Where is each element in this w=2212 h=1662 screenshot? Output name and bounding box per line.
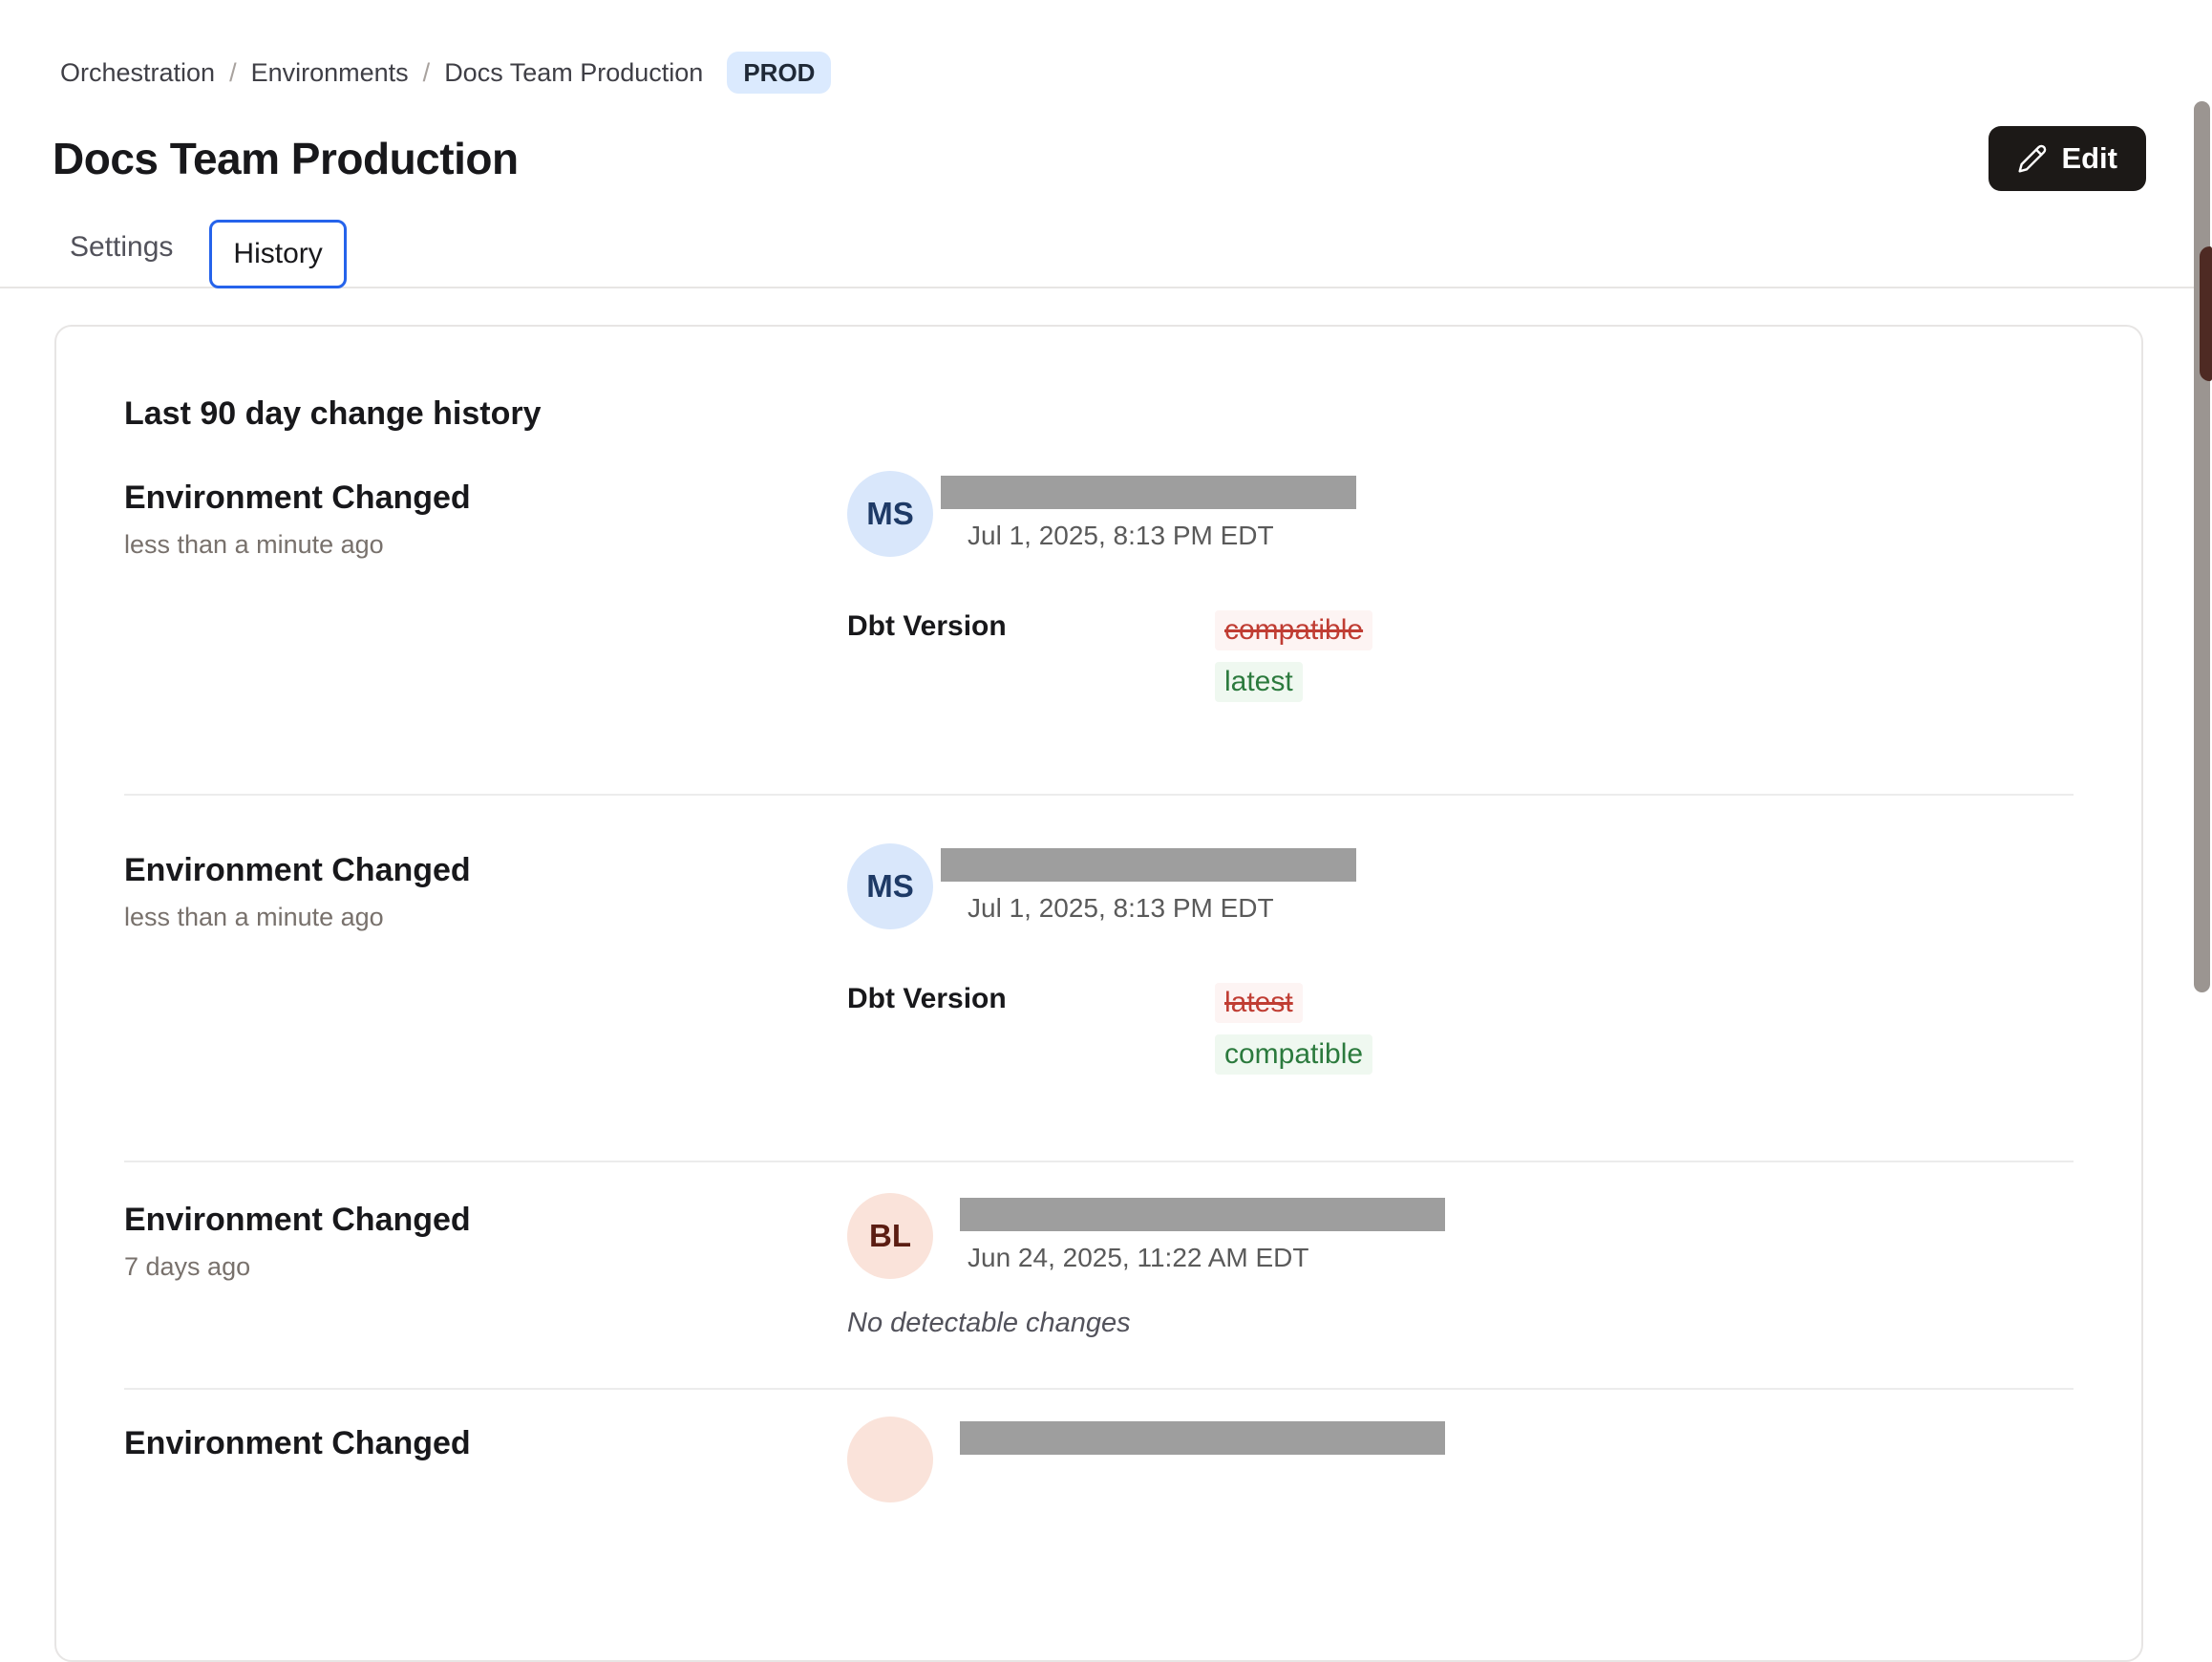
entry-user-row: BL Jun 24, 2025, 11:22 AM EDT [847,1193,2074,1279]
entry-summary: Environment Changed [124,1424,847,1462]
scrollbar-accent-thumb[interactable] [2200,246,2212,381]
entry-title: Environment Changed [124,852,471,888]
history-entry: Environment Changed less than a minute a… [124,471,2074,794]
page-title: Docs Team Production [53,134,519,183]
entry-timestamp: Jul 1, 2025, 8:13 PM EDT [968,893,1274,923]
entry-title: Environment Changed [124,1202,471,1238]
edit-button[interactable]: Edit [1989,126,2146,191]
entry-title: Environment Changed [124,1425,471,1461]
avatar: MS [847,471,933,557]
history-entry: Environment Changed 7 days ago BL Jun 24… [124,1161,2074,1388]
avatar-initials: BL [869,1218,911,1253]
entry-detail: MS Jul 1, 2025, 8:13 PM EDT Dbt Version … [847,843,2074,1075]
pencil-icon [2018,144,2047,173]
tab-bar: Settings History [0,216,2212,288]
tab-history[interactable]: History [209,220,347,288]
change-new-value: compatible [1215,1034,1373,1075]
breadcrumb-separator: / [422,57,431,87]
entry-user-row [847,1417,2074,1502]
avatar-initials: MS [866,496,914,531]
entry-user-row: MS Jul 1, 2025, 8:13 PM EDT [847,843,2074,929]
entry-detail [847,1417,2074,1502]
breadcrumb-item-orchestration[interactable]: Orchestration [60,57,216,87]
entry-time-ago: less than a minute ago [124,530,384,559]
entry-time-ago: less than a minute ago [124,903,384,931]
redacted-user-name [960,1198,1445,1231]
redacted-user-name [941,848,1356,882]
avatar: MS [847,843,933,929]
change-row: Dbt Version latest compatible [847,983,2074,1075]
history-entry: Environment Changed [124,1388,2074,1502]
entry-detail: BL Jun 24, 2025, 11:22 AM EDT No detecta… [847,1193,2074,1339]
breadcrumb-separator: / [229,57,237,87]
redacted-user-name [960,1421,1445,1455]
history-panel: Last 90 day change history Environment C… [54,325,2143,1662]
entry-timestamp: Jul 1, 2025, 8:13 PM EDT [968,521,1274,550]
entry-detail: MS Jul 1, 2025, 8:13 PM EDT Dbt Version … [847,471,2074,702]
breadcrumb-item-current-environment[interactable]: Docs Team Production [444,57,704,87]
entry-timestamp: Jun 24, 2025, 11:22 AM EDT [968,1243,1309,1272]
prod-badge: PROD [727,52,832,94]
avatar-initials: MS [866,868,914,904]
entry-user-row: MS Jul 1, 2025, 8:13 PM EDT [847,471,2074,557]
change-row: Dbt Version compatible latest [847,610,2074,702]
tab-settings[interactable]: Settings [53,216,190,287]
change-old-value: latest [1215,983,1303,1023]
page-header: Docs Team Production Edit [0,94,2212,191]
change-new-value: latest [1215,662,1303,702]
change-old-value: compatible [1215,610,1373,650]
no-changes-note: No detectable changes [847,1308,1131,1338]
change-field-label: Dbt Version [847,983,1007,1014]
history-panel-heading: Last 90 day change history [124,395,542,432]
entry-summary: Environment Changed less than a minute a… [124,851,847,932]
entry-summary: Environment Changed less than a minute a… [124,479,847,560]
history-entry: Environment Changed less than a minute a… [124,794,2074,1161]
breadcrumb-item-environments[interactable]: Environments [250,57,409,87]
avatar: BL [847,1193,933,1279]
scrollbar-thumb[interactable] [2194,101,2210,992]
edit-button-label: Edit [2061,141,2117,175]
breadcrumb: Orchestration / Environments / Docs Team… [0,0,2212,94]
entry-title: Environment Changed [124,479,471,516]
avatar [847,1417,933,1502]
change-field-label: Dbt Version [847,610,1007,642]
entry-time-ago: 7 days ago [124,1252,251,1281]
redacted-user-name [941,476,1356,509]
entry-summary: Environment Changed 7 days ago [124,1201,847,1282]
